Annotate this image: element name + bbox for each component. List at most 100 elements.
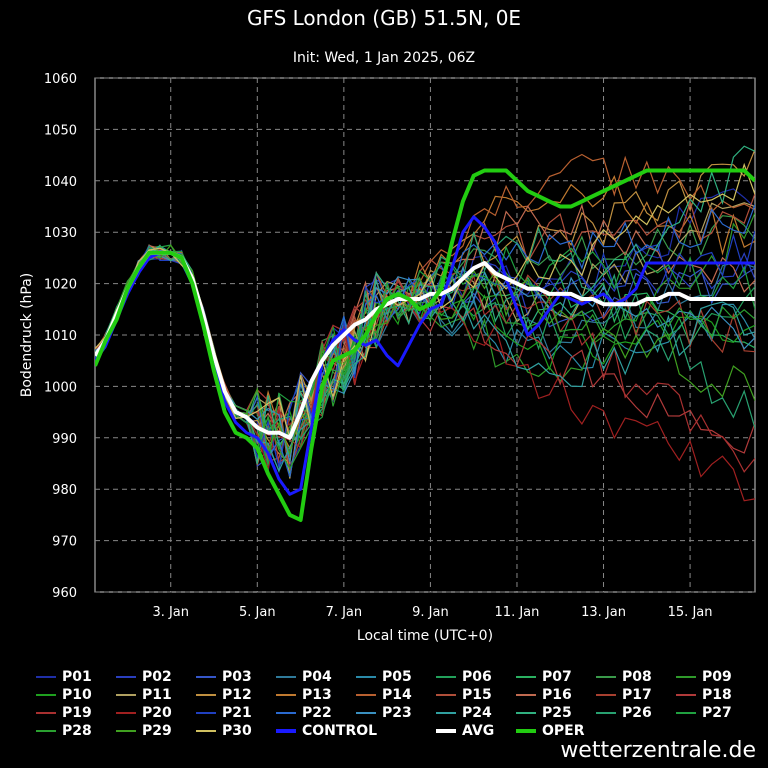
legend-swatch	[196, 711, 216, 714]
x-tick-label: 3. Jan	[152, 605, 189, 620]
legend-item-oper: OPER	[516, 722, 596, 739]
legend-item-p17: P17	[596, 686, 676, 703]
legend-label: P23	[382, 704, 412, 721]
series-line-avg	[95, 250, 755, 440]
legend-label: P25	[542, 704, 572, 721]
series-line-oper	[95, 168, 755, 522]
brand-label: wetterzentrale.de	[560, 738, 756, 763]
y-tick-label: 1040	[44, 175, 77, 190]
legend-item-p15: P15	[436, 686, 516, 703]
y-tick-label: 1030	[44, 226, 77, 241]
legend-swatch	[356, 675, 376, 678]
legend-item-p20: P20	[116, 704, 196, 721]
chart-subtitle: Init: Wed, 1 Jan 2025, 06Z	[292, 50, 476, 66]
legend-swatch	[36, 693, 56, 696]
x-axis-label: Local time (UTC+0)	[357, 628, 493, 644]
legend-item-p25: P25	[516, 704, 596, 721]
legend-item-p02: P02	[116, 668, 196, 685]
legend-swatch	[676, 675, 696, 678]
legend-item-p26: P26	[596, 704, 676, 721]
legend-item-p09: P09	[676, 668, 756, 685]
legend-label: P15	[462, 686, 492, 703]
legend-item-control: CONTROL	[276, 722, 436, 739]
legend-item-p30: P30	[196, 722, 276, 739]
legend-item-p05: P05	[356, 668, 436, 685]
y-tick-label: 960	[52, 586, 77, 601]
legend-swatch	[116, 711, 136, 714]
legend-swatch	[356, 711, 376, 714]
legend-item-p07: P07	[516, 668, 596, 685]
y-tick-label: 970	[52, 535, 77, 550]
legend-label: P10	[62, 686, 92, 703]
y-tick-label: 1000	[44, 380, 77, 395]
legend-swatch	[516, 693, 536, 696]
x-tick-label: 11. Jan	[495, 605, 540, 620]
y-axis-label: Bodendruck (hPa)	[19, 273, 35, 398]
legend-label: P18	[702, 686, 732, 703]
legend-swatch	[36, 711, 56, 714]
legend-swatch	[516, 711, 536, 714]
legend-label: P08	[622, 668, 652, 685]
legend-swatch	[436, 693, 456, 696]
legend-swatch	[36, 675, 56, 678]
y-tick-label: 1010	[44, 329, 77, 344]
legend-item-p12: P12	[196, 686, 276, 703]
legend-swatch	[276, 693, 296, 696]
legend-item-p22: P22	[276, 704, 356, 721]
legend-item-p01: P01	[36, 668, 116, 685]
legend-item-p06: P06	[436, 668, 516, 685]
legend-item-p18: P18	[676, 686, 756, 703]
legend-label: P30	[222, 722, 252, 739]
legend-label: OPER	[542, 722, 585, 739]
legend-label: P03	[222, 668, 252, 685]
legend-label: P20	[142, 704, 172, 721]
legend-label: CONTROL	[302, 722, 378, 739]
legend-item-avg: AVG	[436, 722, 516, 739]
legend-label: P12	[222, 686, 252, 703]
legend-label: P26	[622, 704, 652, 721]
legend-item-p03: P03	[196, 668, 276, 685]
legend-swatch	[116, 729, 136, 732]
legend-swatch	[436, 675, 456, 678]
x-tick-label: 13. Jan	[581, 605, 626, 620]
legend-item-p08: P08	[596, 668, 676, 685]
legend-swatch	[116, 693, 136, 696]
legend-label: P16	[542, 686, 572, 703]
legend-swatch	[436, 728, 456, 733]
legend-swatch	[356, 693, 376, 696]
legend-item-p24: P24	[436, 704, 516, 721]
legend-label: P27	[702, 704, 732, 721]
legend-item-p23: P23	[356, 704, 436, 721]
legend-swatch	[276, 711, 296, 714]
legend-swatch	[276, 728, 296, 733]
legend-label: P22	[302, 704, 332, 721]
legend-label: P21	[222, 704, 252, 721]
legend-item-p11: P11	[116, 686, 196, 703]
y-tick-label: 980	[52, 483, 77, 498]
x-tick-label: 7. Jan	[326, 605, 363, 620]
legend-swatch	[596, 675, 616, 678]
legend-item-p04: P04	[276, 668, 356, 685]
legend-swatch	[436, 711, 456, 714]
legend-label: P17	[622, 686, 652, 703]
legend-item-p21: P21	[196, 704, 276, 721]
legend-item-p19: P19	[36, 704, 116, 721]
legend-label: P11	[142, 686, 172, 703]
legend-swatch	[196, 693, 216, 696]
legend-label: AVG	[462, 722, 495, 739]
legend-label: P14	[382, 686, 412, 703]
legend-swatch	[596, 693, 616, 696]
legend-label: P13	[302, 686, 332, 703]
legend-item-p14: P14	[356, 686, 436, 703]
legend-label: P24	[462, 704, 492, 721]
y-tick-label: 1060	[44, 72, 77, 87]
y-tick-label: 1020	[44, 278, 77, 293]
legend-swatch	[36, 729, 56, 732]
legend-item-p28: P28	[36, 722, 116, 739]
legend-item-p10: P10	[36, 686, 116, 703]
legend-swatch	[276, 675, 296, 678]
legend-item-p27: P27	[676, 704, 756, 721]
legend-label: P07	[542, 668, 572, 685]
legend-swatch	[116, 675, 136, 678]
legend-swatch	[196, 675, 216, 678]
